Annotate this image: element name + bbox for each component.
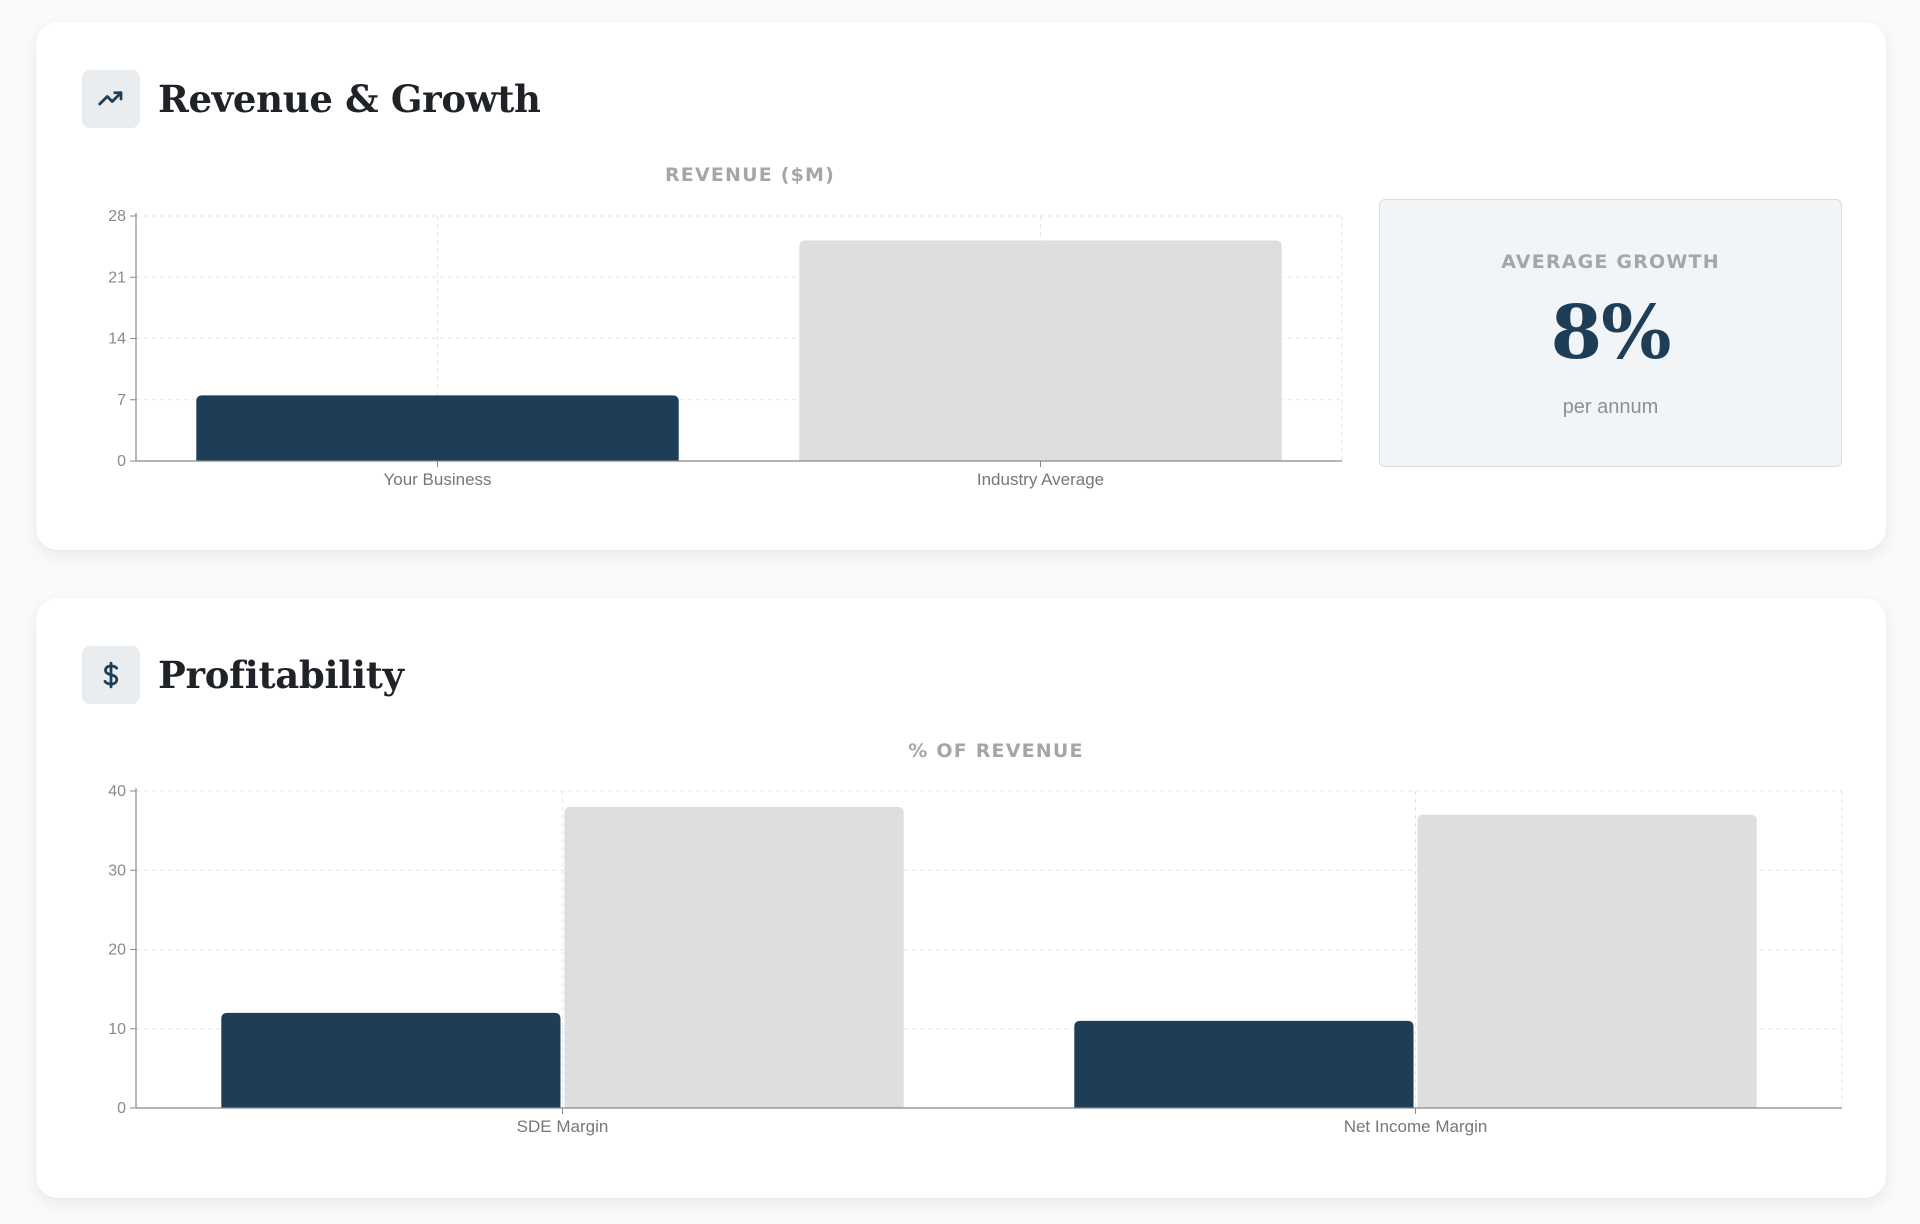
average-growth-label: AVERAGE GROWTH — [1501, 251, 1720, 273]
profit-bar-s0-1 — [1074, 1020, 1414, 1108]
profit-ytick-label-2: 20 — [108, 942, 126, 959]
revenue-card-header: Revenue & Growth — [82, 70, 541, 128]
revenue-growth-card: Revenue & Growth REVENUE ($M) 0 7 14 21 28 Yo… — [36, 22, 1886, 550]
revenue-bar-1 — [799, 240, 1282, 461]
profit-ytick-label-1: 10 — [108, 1021, 126, 1038]
revenue-bar-0 — [196, 395, 679, 461]
profit-ytick-label-0: 0 — [117, 1100, 126, 1117]
profit-category-label-0: SDE Margin — [517, 1117, 609, 1136]
revenue-ytick-label-1: 7 — [117, 392, 126, 409]
profitability-card: Profitability % OF REVENUE 0 10 20 30 40 SDE … — [36, 598, 1886, 1198]
revenue-bar-chart: 0 7 14 21 28 Your Business Industry Average — [108, 208, 1343, 489]
trending-up-icon — [82, 70, 140, 128]
profitability-bar-chart: 0 10 20 30 40 SDE Margin Net Income Margin — [108, 783, 1843, 1136]
profit-chart-title: % OF REVENUE — [908, 740, 1084, 762]
profit-category-label-1: Net Income Margin — [1344, 1117, 1488, 1136]
profit-card-header: Profitability — [82, 646, 404, 704]
revenue-category-label-1: Industry Average — [977, 470, 1104, 489]
average-growth-panel: AVERAGE GROWTH 8% per annum — [1379, 199, 1842, 467]
revenue-ytick-label-0: 0 — [117, 453, 126, 470]
revenue-ytick-label-3: 21 — [108, 269, 126, 286]
dollar-icon — [82, 646, 140, 704]
revenue-chart-title: REVENUE ($M) — [664, 164, 836, 186]
profit-card-title: Profitability — [158, 653, 404, 697]
profit-bar-s0-0 — [221, 1012, 561, 1108]
revenue-card-title: Revenue & Growth — [158, 77, 541, 121]
profit-bar-s1-1 — [1417, 814, 1757, 1108]
revenue-ytick-label-4: 28 — [108, 208, 126, 225]
revenue-category-label-0: Your Business — [383, 470, 491, 489]
revenue-ytick-label-2: 14 — [108, 331, 126, 348]
profit-bar-s1-0 — [564, 806, 904, 1108]
average-growth-value: 8% — [1550, 290, 1672, 376]
profit-ytick-label-4: 40 — [108, 783, 126, 800]
average-growth-subtitle: per annum — [1562, 396, 1659, 418]
profit-ytick-label-3: 30 — [108, 862, 126, 879]
